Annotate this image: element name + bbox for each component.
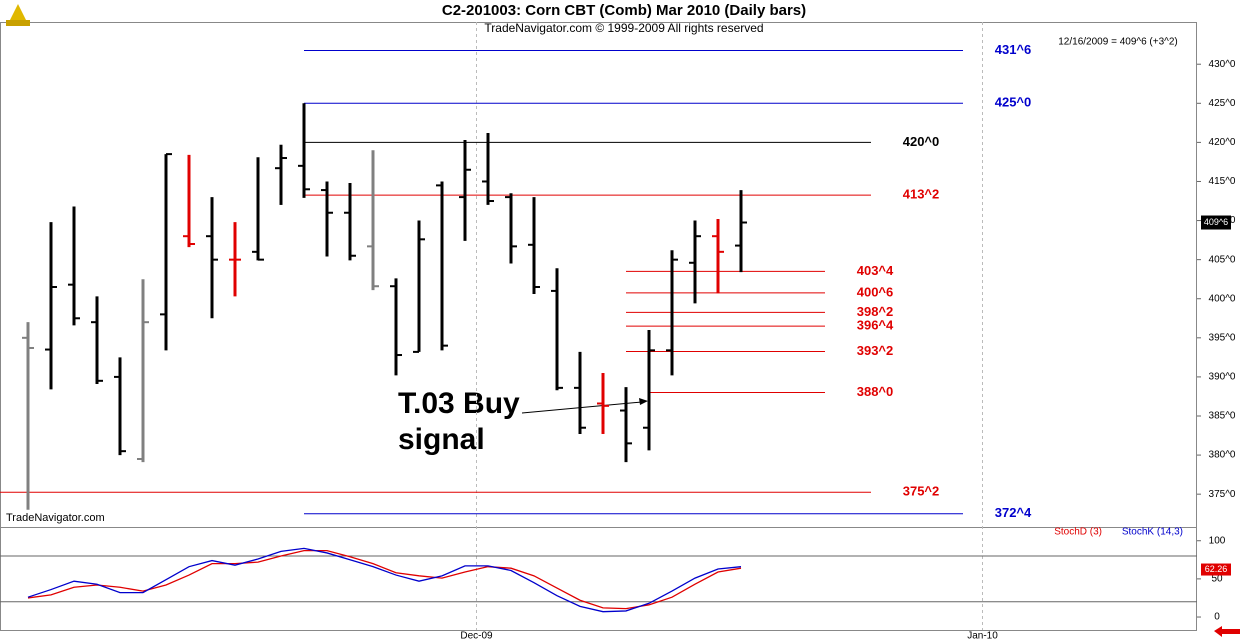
y-tick-label: 395^0 bbox=[1209, 332, 1236, 343]
level-label: 413^2 bbox=[903, 187, 940, 202]
watermark: TradeNavigator.com bbox=[6, 512, 105, 524]
quote: 12/16/2009 = 409^6 (+3^2) bbox=[1058, 37, 1177, 48]
scroll-arrow[interactable] bbox=[1214, 626, 1240, 637]
y-tick-label: 430^0 bbox=[1209, 59, 1236, 70]
y-tick-label: 400^0 bbox=[1209, 293, 1236, 304]
y-tick-label: 100 bbox=[1209, 535, 1226, 546]
y-tick-label: 0 bbox=[1214, 612, 1220, 623]
x-tick-label: Dec-09 bbox=[460, 631, 493, 642]
level-label: 393^2 bbox=[857, 343, 894, 358]
logo bbox=[6, 4, 30, 26]
level-label: 420^0 bbox=[903, 134, 940, 149]
legend-label: StochD (3) bbox=[1054, 527, 1102, 538]
last-price-label: 409^6 bbox=[1204, 217, 1228, 227]
y-tick-label: 420^0 bbox=[1209, 137, 1236, 148]
chart-subtitle: TradeNavigator.com © 1999-2009 All right… bbox=[484, 21, 763, 35]
annotation: signal bbox=[398, 423, 485, 456]
x-tick-label: Jan-10 bbox=[967, 631, 998, 642]
last-price-box bbox=[1201, 215, 1231, 230]
legend-label: StochK (14,3) bbox=[1122, 527, 1183, 538]
y-tick-label: 415^0 bbox=[1209, 176, 1236, 187]
annotation-arrow bbox=[521, 398, 648, 414]
level-label: 396^4 bbox=[857, 318, 894, 333]
last-value-label: 62.26 bbox=[1205, 564, 1228, 574]
y-tick-label: 385^0 bbox=[1209, 411, 1236, 422]
stoch-line bbox=[27, 547, 742, 613]
y-tick-label: 375^0 bbox=[1209, 489, 1236, 500]
level-label: 400^6 bbox=[857, 284, 894, 299]
y-tick-label: 390^0 bbox=[1209, 372, 1236, 383]
level-label: 372^4 bbox=[995, 505, 1032, 520]
chart-title: C2-201003: Corn CBT (Comb) Mar 2010 (Dai… bbox=[442, 2, 806, 19]
level-label: 431^6 bbox=[995, 42, 1032, 57]
annotation: T.03 Buy bbox=[398, 387, 520, 420]
last-value-box bbox=[1201, 563, 1231, 576]
plot-frame bbox=[0, 22, 1197, 631]
level-label: 388^0 bbox=[857, 384, 894, 399]
level-label: 425^0 bbox=[995, 95, 1032, 110]
level-label: 375^2 bbox=[903, 484, 940, 499]
level-label: 403^4 bbox=[857, 263, 894, 278]
y-tick-label: 405^0 bbox=[1209, 254, 1236, 265]
y-tick-label: 425^0 bbox=[1209, 98, 1236, 109]
y-tick-label: 50 bbox=[1211, 574, 1223, 585]
level-label: 398^2 bbox=[857, 304, 894, 319]
y-tick-label: 380^0 bbox=[1209, 450, 1236, 461]
